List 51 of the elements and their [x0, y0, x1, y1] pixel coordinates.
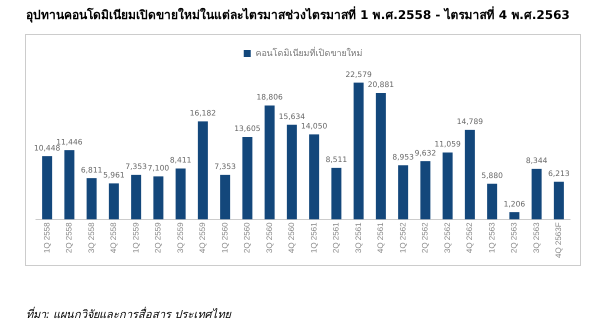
x-tick-label: 2Q 2558 — [64, 222, 74, 254]
bar — [487, 184, 498, 220]
x-tick-label: 2Q 2559 — [154, 222, 163, 254]
bar — [86, 178, 97, 220]
chart-title: อุปทานคอนโดมิเนียมเปิดขายใหม่ในแต่ละไตรมาสช่วงไตรมาสที่ 1 พ.ศ.2558 - ไตรมาสที่ 4 พ.ศ.2563 — [26, 5, 570, 24]
bar — [532, 168, 542, 220]
bar — [309, 134, 320, 220]
bar — [376, 92, 386, 220]
x-tick-label: 3Q 2559 — [176, 222, 185, 254]
bar — [153, 176, 164, 220]
bar — [398, 165, 408, 220]
x-tick-label: 2Q 2561 — [332, 222, 341, 254]
bar — [442, 152, 453, 220]
bar — [420, 161, 430, 220]
bar — [64, 150, 74, 220]
bar — [131, 174, 142, 220]
x-tick-label: 1Q 2563 — [487, 222, 496, 254]
x-tick-label: 3Q 2558 — [86, 222, 96, 254]
x-tick-label: 4Q 2559 — [198, 222, 208, 254]
bar — [242, 137, 252, 220]
x-tick-label: 3Q 2562 — [442, 222, 452, 254]
bar — [108, 183, 119, 220]
x-tick-label: 4Q 2562 — [465, 222, 474, 254]
x-tick-label: 4Q 2560 — [287, 222, 296, 254]
bar — [198, 121, 208, 220]
x-tick-label: 1Q 2561 — [309, 222, 318, 254]
bar — [509, 212, 520, 220]
bar — [220, 174, 230, 220]
x-tick-label: 4Q 2558 — [109, 222, 118, 254]
x-tick-label: 1Q 2560 — [220, 222, 230, 254]
x-tick-label: 2Q 2560 — [242, 222, 252, 254]
bar — [42, 156, 52, 220]
bar — [264, 106, 275, 220]
x-tick-label: 4Q 2563F — [554, 222, 564, 258]
x-tick-label: 3Q 2563 — [532, 222, 541, 254]
x-tick-label: 1Q 2562 — [398, 222, 408, 254]
bar — [464, 130, 475, 220]
x-tick-label: 3Q 2560 — [264, 222, 274, 254]
legend-label: คอนโดมิเนียมที่เปิดขายใหม่ — [255, 46, 362, 58]
x-tick-label: 2Q 2563 — [510, 222, 519, 254]
bar — [176, 168, 186, 220]
x-tick-label: 3Q 2561 — [354, 222, 363, 254]
bar — [286, 124, 297, 220]
x-tick-label: 2Q 2562 — [420, 222, 430, 254]
x-tick-label: 1Q 2559 — [131, 222, 140, 254]
text: ที่มา: แผนกวิจัยและการสื่อสาร ประเทศไทย — [26, 306, 231, 323]
x-tick-label: 4Q 2561 — [376, 222, 386, 254]
x-tick-label: 1Q 2558 — [42, 222, 52, 254]
bar — [554, 182, 564, 220]
bar — [331, 168, 342, 220]
bar — [354, 82, 364, 220]
